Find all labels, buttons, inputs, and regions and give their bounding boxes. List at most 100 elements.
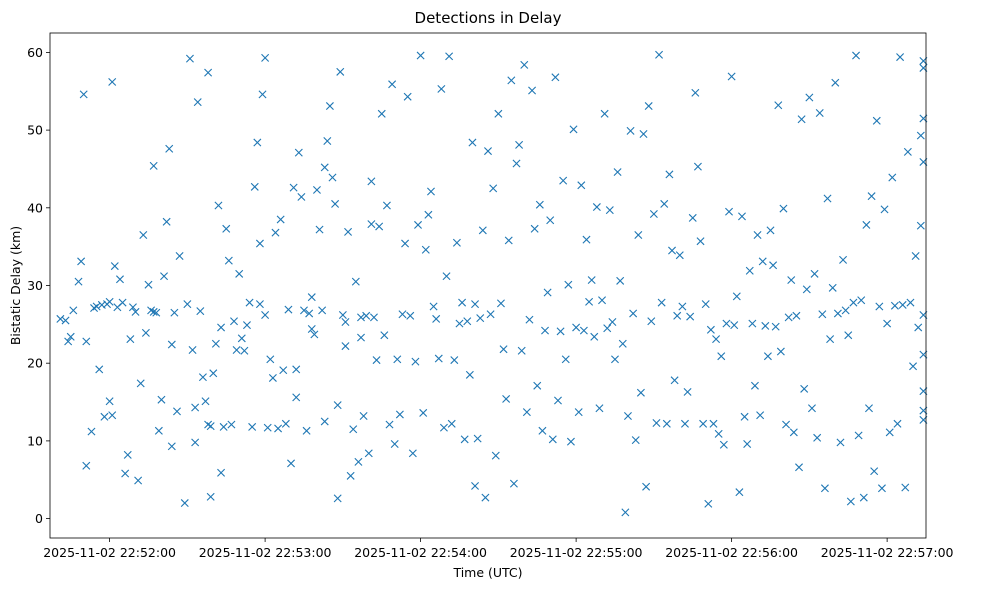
data-point: [382, 201, 391, 210]
data-point: [756, 411, 765, 420]
data-point: [333, 494, 342, 503]
data-point: [281, 419, 290, 428]
data-point: [452, 238, 461, 247]
y-axis-label: Bistatic Delay (km): [8, 226, 23, 345]
data-point: [844, 331, 853, 340]
data-point: [839, 255, 848, 264]
data-point: [867, 192, 876, 201]
data-point: [484, 147, 492, 156]
data-point: [528, 86, 537, 95]
data-point: [261, 53, 270, 62]
data-point: [165, 144, 174, 153]
plot-frame: [49, 32, 927, 539]
data-point: [292, 393, 301, 402]
data-point: [302, 426, 311, 435]
data-point: [701, 300, 710, 309]
data-point: [491, 451, 500, 460]
data-point: [631, 436, 640, 445]
x-tick-label: 2025-11-02 22:53:00: [199, 545, 332, 560]
data-point: [712, 335, 721, 344]
y-tick-label: 30: [27, 278, 43, 293]
data-point: [385, 420, 394, 429]
data-point: [131, 307, 140, 316]
data-point: [357, 333, 365, 342]
data-point: [504, 236, 513, 245]
data-point: [486, 310, 495, 319]
data-point: [761, 321, 770, 330]
data-point: [668, 246, 677, 255]
data-point: [758, 257, 767, 266]
data-point: [284, 305, 293, 314]
data-point: [123, 450, 132, 459]
data-point: [611, 355, 619, 364]
data-point: [183, 300, 192, 309]
data-point: [909, 362, 918, 371]
data-point: [553, 396, 562, 405]
data-point: [341, 318, 350, 327]
data-point: [198, 373, 207, 382]
data-point: [813, 433, 822, 442]
data-point: [642, 482, 651, 491]
data-point: [507, 76, 516, 85]
data-point: [344, 227, 353, 236]
data-point: [167, 442, 176, 451]
y-tick-label: 60: [27, 45, 43, 60]
data-point: [706, 325, 715, 334]
data-point: [468, 138, 477, 147]
data-point: [204, 68, 213, 77]
y-tick-label: 50: [27, 123, 43, 138]
data-point: [852, 51, 861, 60]
data-point: [100, 412, 109, 421]
data-point: [209, 369, 218, 378]
data-point: [118, 298, 127, 307]
data-point: [214, 201, 223, 210]
data-point: [683, 387, 692, 396]
data-point: [673, 311, 682, 320]
data-point: [559, 176, 568, 185]
data-point: [766, 226, 775, 235]
data-point: [380, 331, 389, 340]
data-point: [341, 342, 350, 351]
data-point: [820, 484, 829, 493]
data-point: [680, 419, 689, 428]
data-point: [740, 412, 749, 421]
data-point: [779, 204, 788, 213]
data-point: [426, 187, 435, 196]
data-point: [626, 126, 635, 135]
data-point: [310, 330, 319, 339]
data-point: [660, 199, 669, 208]
data-point: [82, 461, 91, 470]
data-point: [395, 410, 404, 419]
data-point: [318, 306, 327, 315]
y-tick-label: 0: [35, 511, 43, 526]
data-point: [699, 419, 708, 428]
data-point: [193, 98, 202, 107]
data-point: [841, 306, 850, 315]
data-point: [115, 275, 124, 284]
data-point: [805, 93, 814, 102]
data-point: [191, 403, 200, 412]
data-point: [888, 173, 897, 182]
data-point: [859, 493, 868, 502]
data-point: [450, 356, 459, 365]
data-point: [255, 300, 264, 309]
data-point: [745, 266, 754, 275]
data-point: [266, 355, 275, 364]
data-point: [320, 417, 329, 426]
data-point: [743, 440, 752, 448]
data-point: [253, 138, 262, 147]
data-point: [525, 315, 534, 324]
data-point: [556, 327, 565, 336]
data-point: [551, 73, 560, 82]
data-point: [364, 449, 373, 458]
data-point: [616, 276, 625, 285]
data-point: [807, 404, 816, 413]
data-point: [833, 309, 842, 318]
data-point: [530, 224, 539, 233]
data-point: [478, 226, 487, 235]
data-point: [105, 297, 114, 306]
data-point: [108, 77, 117, 86]
data-point: [333, 401, 342, 410]
data-point: [471, 300, 480, 309]
data-point: [92, 302, 101, 311]
